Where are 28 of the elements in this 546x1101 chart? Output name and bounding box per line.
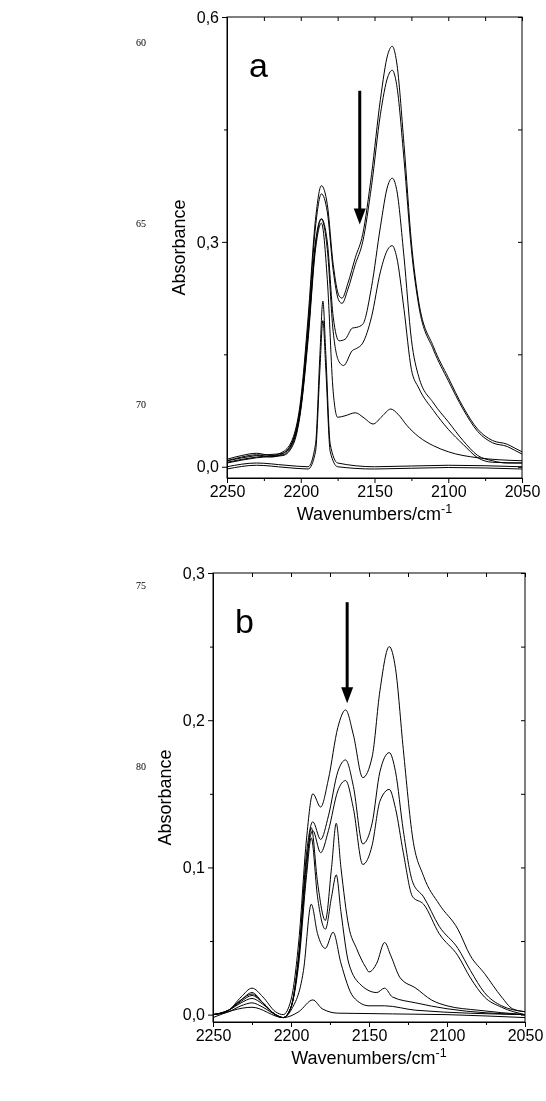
x-axis-title: Wavenumbers/cm$^{-1}$	[291, 1046, 447, 1068]
y-tick-label: 0,3	[182, 564, 206, 582]
text: 75	[136, 580, 146, 591]
x-tick-label: 2150	[351, 1027, 388, 1045]
y-tick-label: 0,0	[196, 458, 220, 476]
text: 80	[136, 761, 146, 772]
y-tick-label: 0,6	[196, 8, 220, 26]
y-tick-label: 0,0	[182, 1006, 206, 1024]
y-axis-title: Absorbance	[169, 199, 189, 296]
x-tick-label: 2200	[273, 1027, 310, 1045]
x-tick-label: 2050	[504, 483, 541, 501]
y-tick-label: 0,2	[182, 711, 206, 729]
x-axis-title: Wavenumbers/cm$^{-1}$	[296, 502, 453, 524]
x-tick-label: 2250	[209, 483, 246, 501]
x-tick-label: 2150	[357, 483, 393, 501]
annotation: b	[235, 602, 254, 640]
x-tick-label: 2050	[507, 1027, 544, 1045]
y-tick-label: 0,3	[196, 233, 220, 251]
x-tick-label: 2100	[430, 483, 467, 501]
text: 70	[136, 399, 146, 410]
text: 60	[136, 37, 146, 48]
y-axis-title: Absorbance	[155, 749, 175, 846]
x-tick-label: 2100	[429, 1027, 466, 1045]
x-tick-label: 2200	[283, 483, 320, 501]
annotation: a	[249, 46, 268, 84]
x-tick-label: 2250	[195, 1027, 232, 1045]
text: 65	[136, 218, 146, 229]
y-tick-label: 0,1	[182, 859, 206, 877]
